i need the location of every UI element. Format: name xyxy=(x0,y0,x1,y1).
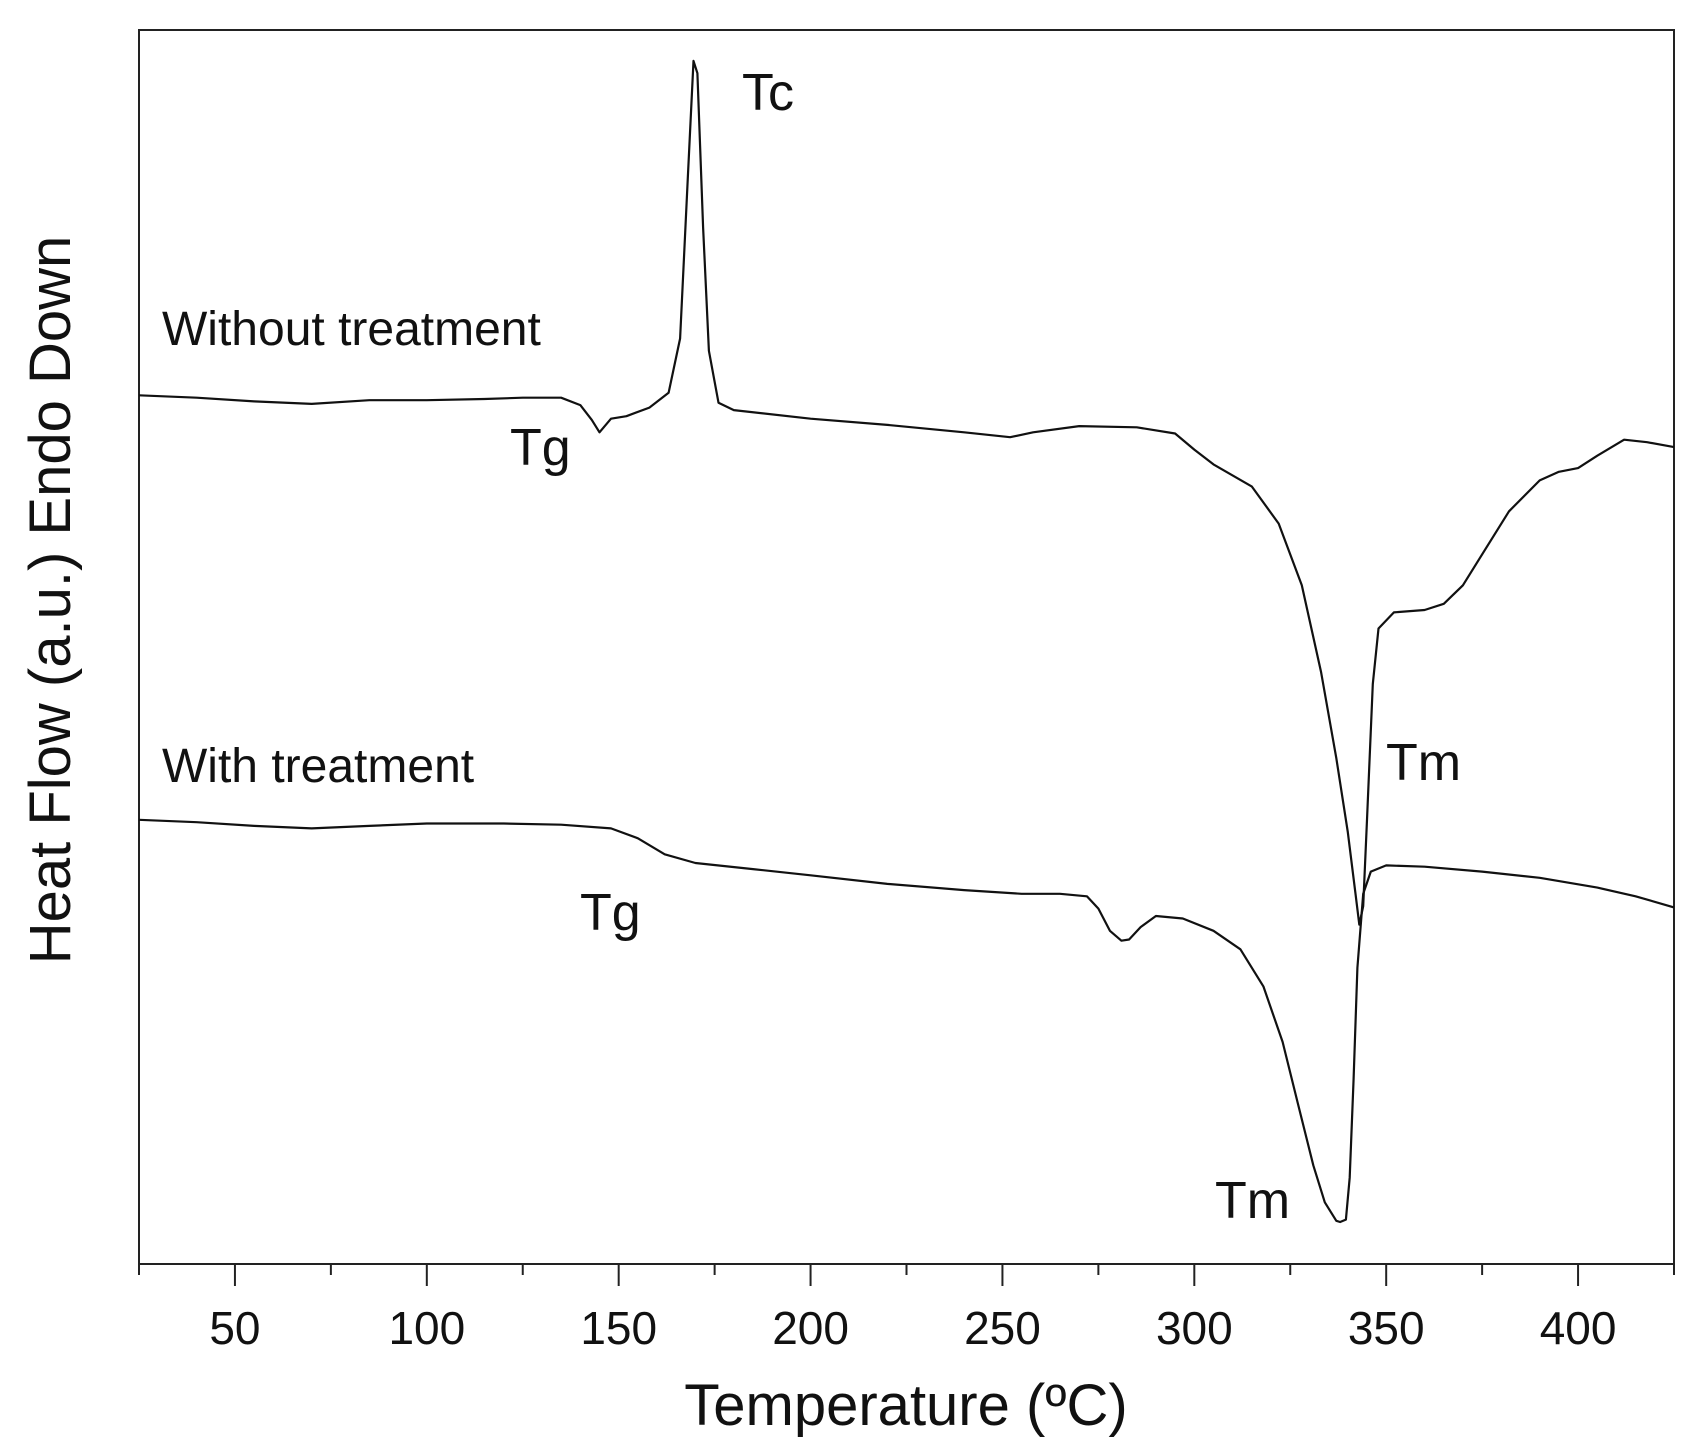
x-tick-label: 300 xyxy=(1156,1302,1233,1354)
annotation-tg-upper: Tg xyxy=(510,419,571,477)
x-tick-label: 250 xyxy=(964,1302,1041,1354)
x-axis-ticks: 50 100 150 200 250 300 350 400 xyxy=(138,1264,1675,1354)
series-line-without-treatment xyxy=(138,59,1675,926)
x-tick-label: 50 xyxy=(209,1302,260,1354)
x-tick-label: 150 xyxy=(580,1302,657,1354)
annotation-tm-lower: Tm xyxy=(1215,1172,1290,1230)
x-tick-label: 200 xyxy=(772,1302,849,1354)
plot-frame xyxy=(138,29,1675,1265)
x-axis-title: Temperature (ºC) xyxy=(684,1373,1127,1438)
x-tick-label: 100 xyxy=(388,1302,465,1354)
annotation-tc-upper: Tc xyxy=(742,64,794,122)
series-label-with-treatment: With treatment xyxy=(162,740,474,793)
series-label-without-treatment: Without treatment xyxy=(162,303,541,356)
annotation-tg-lower: Tg xyxy=(580,884,641,942)
x-tick-label: 350 xyxy=(1348,1302,1425,1354)
series-layer xyxy=(138,59,1675,1224)
x-tick-label: 400 xyxy=(1540,1302,1617,1354)
y-axis-title: Heat Flow (a.u.) Endo Down xyxy=(18,236,83,965)
series-line-with-treatment xyxy=(138,818,1675,1224)
annotation-tm-upper: Tm xyxy=(1386,734,1461,792)
